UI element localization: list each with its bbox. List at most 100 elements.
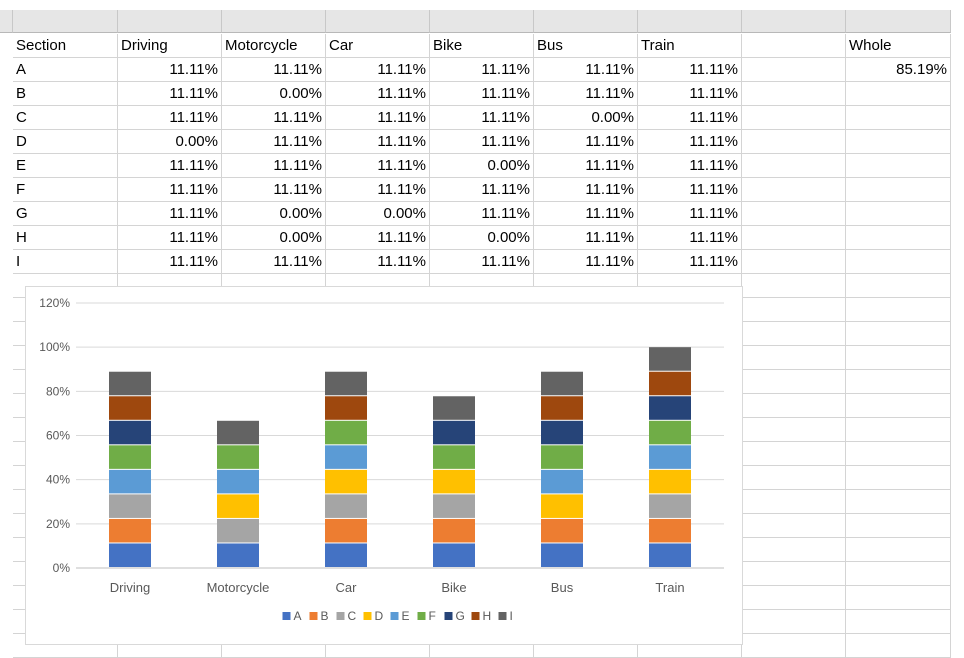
- table-cell[interactable]: 11.11%: [222, 130, 326, 154]
- empty-cell[interactable]: [742, 274, 846, 298]
- table-cell[interactable]: 11.11%: [430, 130, 534, 154]
- table-cell[interactable]: 11.11%: [638, 226, 742, 250]
- header-cell[interactable]: Whole: [846, 34, 951, 58]
- table-cell[interactable]: [846, 82, 951, 106]
- empty-cell[interactable]: [742, 538, 846, 562]
- header-cell[interactable]: Driving: [118, 34, 222, 58]
- table-cell[interactable]: 11.11%: [222, 106, 326, 130]
- table-cell[interactable]: 0.00%: [430, 154, 534, 178]
- empty-cell[interactable]: [846, 634, 951, 658]
- table-cell[interactable]: 11.11%: [638, 250, 742, 274]
- table-cell[interactable]: 11.11%: [430, 178, 534, 202]
- column-header-p[interactable]: [742, 10, 846, 33]
- table-cell[interactable]: 0.00%: [326, 202, 430, 226]
- header-cell[interactable]: Motorcycle: [222, 34, 326, 58]
- empty-cell[interactable]: [742, 586, 846, 610]
- table-cell[interactable]: 11.11%: [326, 226, 430, 250]
- table-cell[interactable]: 0.00%: [430, 226, 534, 250]
- table-cell[interactable]: 0.00%: [222, 226, 326, 250]
- header-cell[interactable]: Train: [638, 34, 742, 58]
- table-cell[interactable]: [846, 202, 951, 226]
- table-cell[interactable]: C: [13, 106, 118, 130]
- table-cell[interactable]: 11.11%: [534, 178, 638, 202]
- column-header-o[interactable]: [638, 10, 742, 33]
- table-cell[interactable]: 11.11%: [534, 202, 638, 226]
- table-cell[interactable]: 11.11%: [534, 226, 638, 250]
- empty-cell[interactable]: [742, 370, 846, 394]
- table-cell[interactable]: F: [13, 178, 118, 202]
- table-cell[interactable]: [846, 154, 951, 178]
- empty-cell[interactable]: [846, 562, 951, 586]
- empty-cell[interactable]: [846, 610, 951, 634]
- empty-cell[interactable]: [846, 466, 951, 490]
- table-cell[interactable]: 11.11%: [222, 178, 326, 202]
- header-cell[interactable]: Bus: [534, 34, 638, 58]
- empty-cell[interactable]: [846, 490, 951, 514]
- empty-cell[interactable]: [846, 418, 951, 442]
- table-cell[interactable]: 11.11%: [326, 106, 430, 130]
- column-header-q[interactable]: [846, 10, 951, 33]
- table-cell[interactable]: 11.11%: [222, 154, 326, 178]
- empty-cell[interactable]: [846, 394, 951, 418]
- table-cell[interactable]: D: [13, 130, 118, 154]
- table-cell[interactable]: 11.11%: [534, 58, 638, 82]
- table-cell[interactable]: [742, 202, 846, 226]
- table-cell[interactable]: 11.11%: [118, 250, 222, 274]
- table-cell[interactable]: E: [13, 154, 118, 178]
- table-cell[interactable]: 11.11%: [222, 58, 326, 82]
- table-cell[interactable]: 11.11%: [638, 154, 742, 178]
- table-cell[interactable]: 11.11%: [118, 226, 222, 250]
- table-cell[interactable]: 11.11%: [638, 106, 742, 130]
- stacked-bar-chart[interactable]: 0% 20% 40% 60% 80% 100% 120% Driving Motorcycle C…: [25, 286, 743, 645]
- table-cell[interactable]: 11.11%: [430, 58, 534, 82]
- table-cell[interactable]: [742, 154, 846, 178]
- table-cell[interactable]: 11.11%: [326, 154, 430, 178]
- empty-cell[interactable]: [742, 442, 846, 466]
- empty-cell[interactable]: [742, 394, 846, 418]
- column-header-k[interactable]: [222, 10, 326, 33]
- table-cell[interactable]: [846, 178, 951, 202]
- table-cell[interactable]: 11.11%: [118, 154, 222, 178]
- table-cell[interactable]: [846, 250, 951, 274]
- empty-cell[interactable]: [846, 346, 951, 370]
- table-cell[interactable]: [742, 58, 846, 82]
- table-cell[interactable]: 11.11%: [118, 178, 222, 202]
- table-cell[interactable]: 11.11%: [326, 250, 430, 274]
- table-cell[interactable]: 0.00%: [222, 202, 326, 226]
- table-cell[interactable]: [742, 82, 846, 106]
- table-cell[interactable]: 11.11%: [326, 58, 430, 82]
- empty-cell[interactable]: [742, 466, 846, 490]
- table-cell[interactable]: I: [13, 250, 118, 274]
- table-cell[interactable]: A: [13, 58, 118, 82]
- empty-cell[interactable]: [742, 610, 846, 634]
- empty-cell[interactable]: [742, 322, 846, 346]
- table-cell[interactable]: [742, 250, 846, 274]
- table-cell[interactable]: 11.11%: [430, 82, 534, 106]
- table-cell[interactable]: [846, 106, 951, 130]
- table-cell[interactable]: 11.11%: [638, 202, 742, 226]
- table-cell[interactable]: 11.11%: [534, 154, 638, 178]
- table-cell[interactable]: [742, 226, 846, 250]
- empty-cell[interactable]: [742, 634, 846, 658]
- table-cell[interactable]: 11.11%: [118, 82, 222, 106]
- header-cell[interactable]: Bike: [430, 34, 534, 58]
- header-cell[interactable]: Section: [13, 34, 118, 58]
- empty-cell[interactable]: [846, 586, 951, 610]
- table-cell[interactable]: 85.19%: [846, 58, 951, 82]
- table-cell[interactable]: [846, 226, 951, 250]
- table-cell[interactable]: 11.11%: [638, 178, 742, 202]
- table-cell[interactable]: 11.11%: [326, 82, 430, 106]
- table-cell[interactable]: 11.11%: [638, 130, 742, 154]
- header-cell[interactable]: Car: [326, 34, 430, 58]
- corner-header[interactable]: [0, 10, 13, 33]
- empty-cell[interactable]: [846, 514, 951, 538]
- table-cell[interactable]: [846, 130, 951, 154]
- table-cell[interactable]: 11.11%: [534, 130, 638, 154]
- table-cell[interactable]: [742, 178, 846, 202]
- table-cell[interactable]: 11.11%: [430, 202, 534, 226]
- column-header-l[interactable]: [326, 10, 430, 33]
- header-cell[interactable]: [742, 34, 846, 58]
- table-cell[interactable]: 11.11%: [118, 202, 222, 226]
- column-header-m[interactable]: [430, 10, 534, 33]
- table-cell[interactable]: [742, 106, 846, 130]
